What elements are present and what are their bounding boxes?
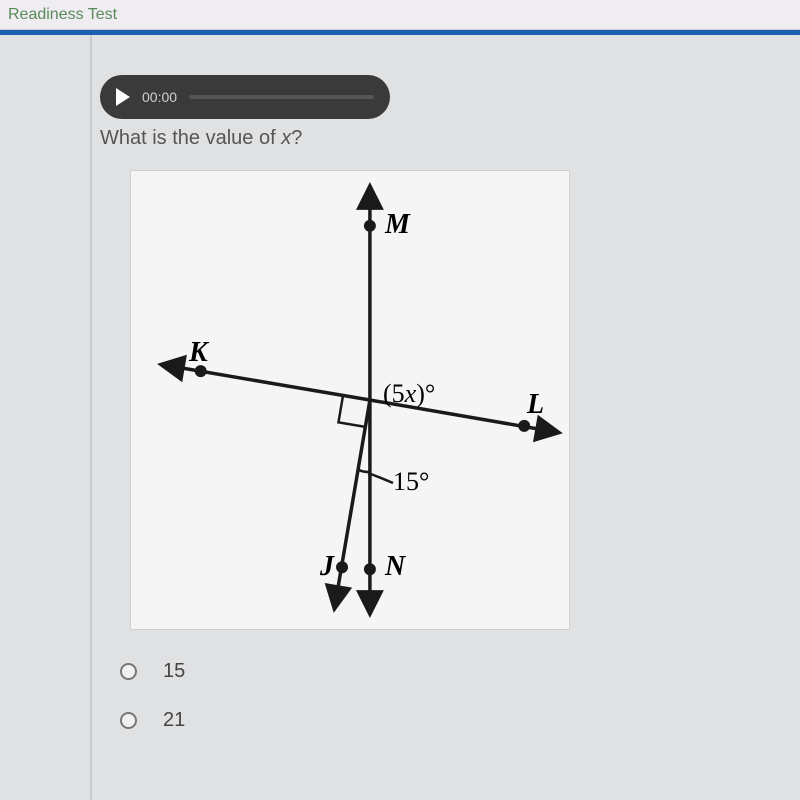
label-N: N	[385, 551, 405, 583]
option-label: 21	[163, 709, 185, 732]
label-L: L	[527, 389, 544, 421]
audio-progress[interactable]	[189, 95, 374, 99]
radio-icon[interactable]	[120, 663, 137, 680]
label-K: K	[189, 337, 208, 369]
audio-time: 00:00	[142, 89, 177, 105]
label-J: J	[320, 551, 334, 583]
angle-fixed: 15°	[393, 467, 429, 497]
option-0[interactable]: 15	[120, 660, 800, 683]
radio-icon[interactable]	[120, 712, 137, 729]
option-1[interactable]: 21	[120, 709, 800, 732]
answer-options: 15 21	[120, 660, 800, 732]
question-prompt: What is the value of x?	[100, 127, 800, 150]
content-area: 00:00 What is the value of x?	[0, 35, 800, 800]
header-bar: Readiness Test	[0, 0, 800, 30]
geometry-diagram: M K L J N (5x)° 15°	[130, 170, 570, 630]
audio-player[interactable]: 00:00	[100, 75, 390, 119]
option-label: 15	[163, 660, 185, 683]
angle-expression: (5x)°	[383, 379, 435, 409]
play-icon[interactable]	[116, 88, 130, 106]
label-M: M	[385, 209, 410, 241]
test-title: Readiness Test	[8, 6, 117, 24]
